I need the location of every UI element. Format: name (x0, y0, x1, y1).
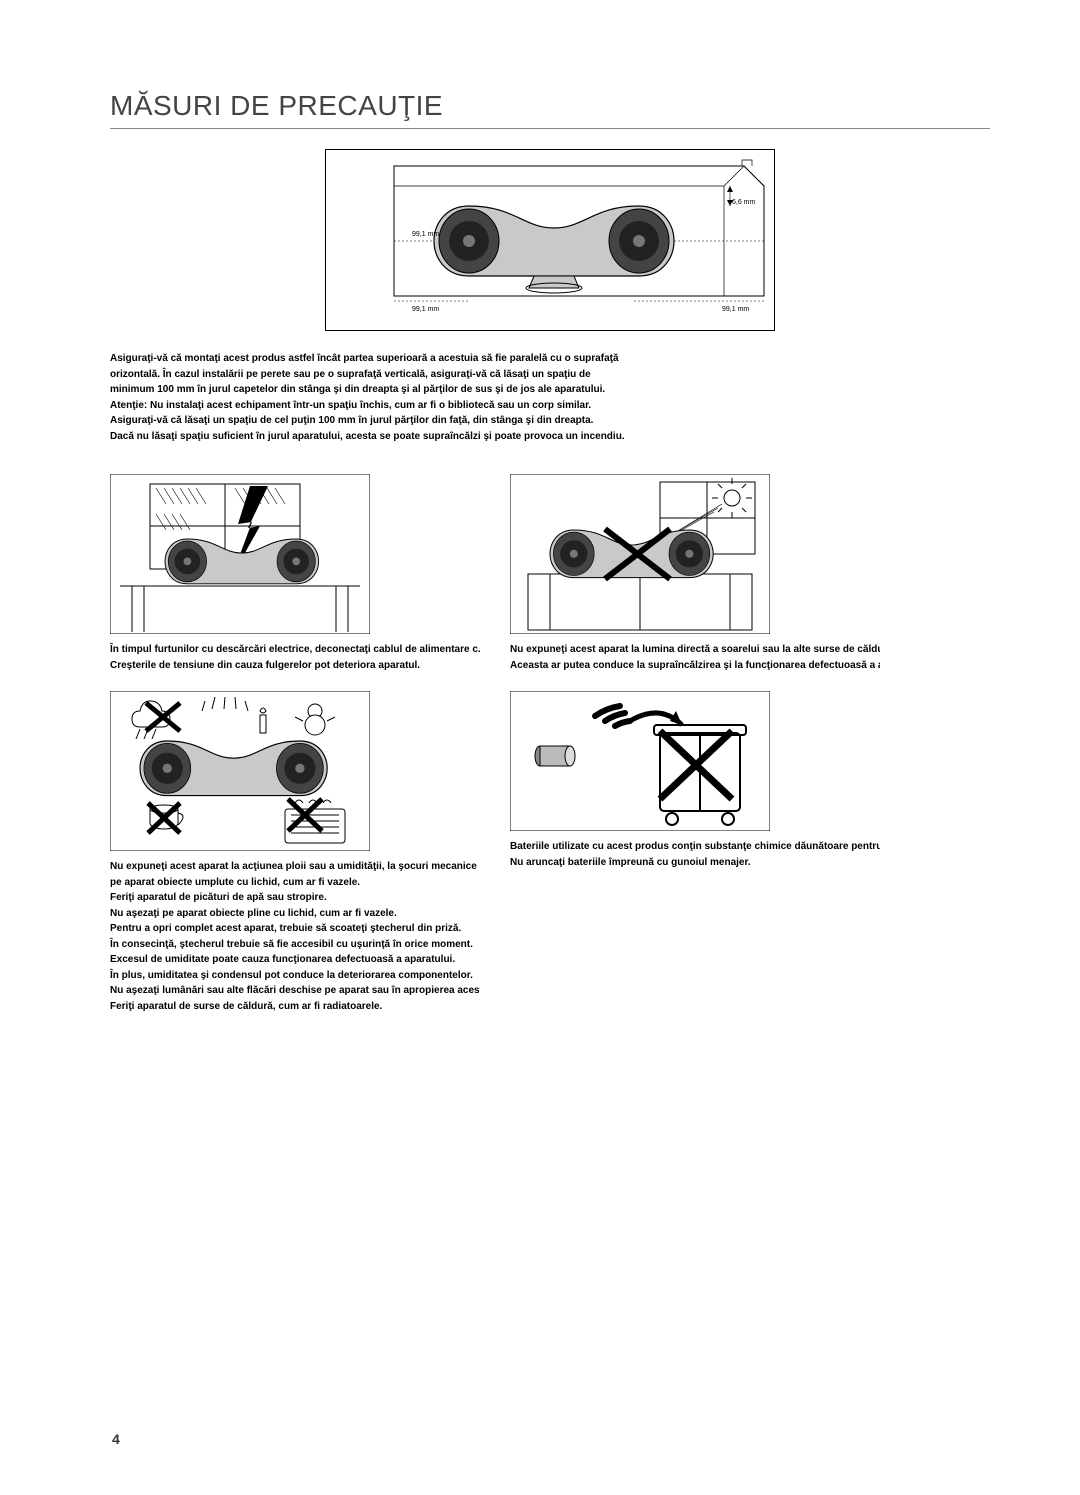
figure-grid: În timpul furtunilor cu descărcări elect… (110, 474, 990, 1014)
page-root: MĂSURI DE PRECAUŢIE (0, 0, 1080, 1054)
hero-cap-l3: minimum 100 mm în jurul capetelor din st… (110, 382, 990, 398)
cap-line: Nu aşezaţi pe aparat obiecte pline cu li… (110, 906, 480, 922)
fig-tr-svg (510, 474, 770, 634)
cap-line: Pentru a opri complet acest aparat, treb… (110, 921, 480, 937)
cap-line: Aceasta ar putea conduce la supraîncălzi… (510, 658, 880, 674)
fig-bl-cap: Nu expuneţi acest aparat la acţiunea plo… (110, 859, 480, 1014)
hero-cap-l4: Atenţie: Nu instalaţi acest echipament î… (110, 398, 990, 414)
cap-line: În consecinţă, ştecherul trebuie să fie … (110, 937, 480, 953)
fig-top-right: Nu expuneţi acest aparat la lumina direc… (510, 474, 880, 673)
hero-cap-l5: Asiguraţi-vă că lăsaţi un spaţiu de cel … (110, 413, 990, 429)
cap-line: Nu expuneţi acest aparat la acţiunea plo… (110, 859, 480, 875)
cap-line: Bateriile utilizate cu acest produs conţ… (510, 839, 880, 855)
hero-cap-l1: Asiguraţi-vă că montaţi acest produs ast… (110, 351, 990, 367)
cap-line: Nu aruncaţi bateriile împreună cu gunoiu… (510, 855, 880, 871)
fig-top-left: În timpul furtunilor cu descărcări elect… (110, 474, 480, 673)
cap-line: În plus, umiditatea şi condensul pot con… (110, 968, 480, 984)
page-number: 4 (112, 1431, 120, 1447)
dim-top: 6,6 mm (732, 199, 756, 206)
fig-tl-cap: În timpul furtunilor cu descărcări elect… (110, 642, 480, 673)
fig-tr-cap: Nu expuneţi acest aparat la lumina direc… (510, 642, 880, 673)
hero-svg: 99,1 mm 6,6 mm 99,1 mm 99,1 mm (334, 156, 774, 316)
cap-line: În timpul furtunilor cu descărcări elect… (110, 642, 480, 658)
cap-line: Nu expuneţi acest aparat la lumina direc… (510, 642, 880, 658)
cap-line: Nu aşezaţi lumânări sau alte flăcări des… (110, 983, 480, 999)
fig-bottom-left: Nu expuneţi acest aparat la acţiunea plo… (110, 691, 480, 1014)
page-title: MĂSURI DE PRECAUŢIE (110, 90, 990, 129)
fig-bl-svg (110, 691, 370, 851)
cap-line: Creşterile de tensiune din cauza fulgere… (110, 658, 480, 674)
fig-bottom-right: Bateriile utilizate cu acest produs conţ… (510, 691, 880, 870)
cap-line: pe aparat obiecte umplute cu lichid, cum… (110, 875, 480, 891)
fig-br-cap: Bateriile utilizate cu acest produs conţ… (510, 839, 880, 870)
hero-cap-l6: Dacă nu lăsaţi spaţiu suficient în jurul… (110, 429, 990, 445)
dim-bl: 99,1 mm (412, 306, 439, 313)
hero-cap-l2: orizontală. În cazul instalării pe peret… (110, 367, 990, 383)
hero-figure: 99,1 mm 6,6 mm 99,1 mm 99,1 mm (325, 149, 775, 331)
hero-caption: Asiguraţi-vă că montaţi acest produs ast… (110, 351, 990, 444)
dim-left: 99,1 mm (412, 231, 439, 238)
fig-tl-svg (110, 474, 370, 634)
dim-br: 99,1 mm (722, 306, 749, 313)
fig-br-svg (510, 691, 770, 831)
cap-line: Excesul de umiditate poate cauza funcţio… (110, 952, 480, 968)
cap-line: Feriţi aparatul de picături de apă sau s… (110, 890, 480, 906)
cap-line: Feriţi aparatul de surse de căldură, cum… (110, 999, 480, 1015)
